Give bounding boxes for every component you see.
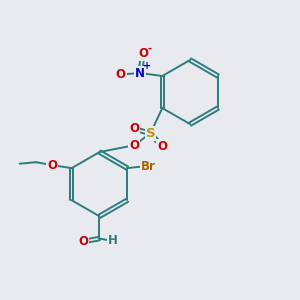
Text: Br: Br [141, 160, 155, 173]
Text: O: O [138, 47, 148, 60]
Text: -: - [148, 44, 152, 53]
Text: H: H [108, 235, 118, 248]
Text: O: O [129, 139, 139, 152]
Text: O: O [129, 122, 139, 135]
Text: O: O [78, 235, 88, 248]
Text: O: O [47, 159, 57, 172]
Text: O: O [116, 68, 126, 81]
Text: N: N [135, 67, 145, 80]
Text: S: S [146, 127, 155, 140]
Text: O: O [157, 140, 167, 153]
Text: +: + [142, 61, 151, 71]
